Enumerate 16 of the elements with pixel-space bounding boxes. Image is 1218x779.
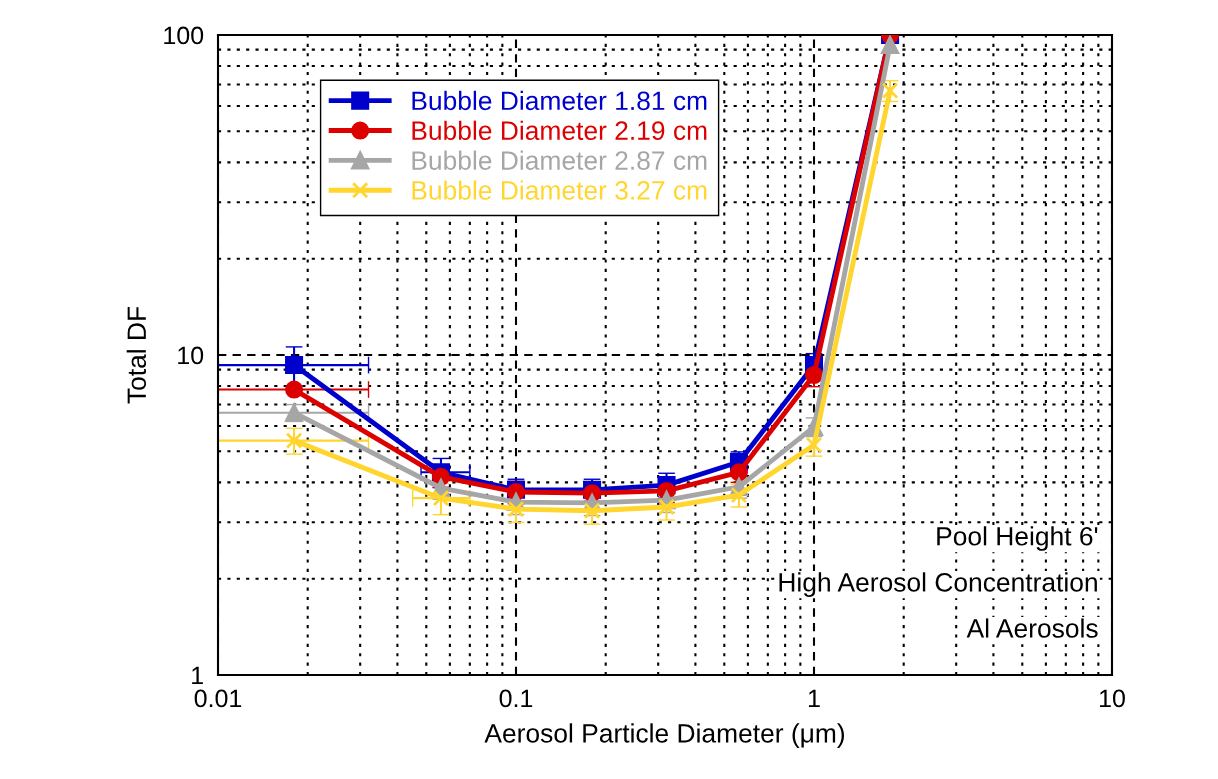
x-tick-label: 10	[1100, 689, 1125, 708]
y-tick-label: 100	[164, 26, 204, 45]
annotation: Pool Height 6'	[937, 526, 1098, 551]
x-tick-label: 0.01	[194, 689, 242, 708]
y-axis-title: Total DF	[126, 306, 147, 404]
y-tick-label: 10	[178, 346, 204, 365]
legend-label: Bubble Diameter 1.81 cm	[412, 90, 707, 111]
y-tick-label: 1	[192, 666, 203, 685]
x-tick-label: 0.1	[499, 689, 533, 708]
x-tick-label: 1	[808, 689, 820, 708]
annotation: Al Aerosols	[966, 618, 1098, 638]
x-axis-title: Aerosol Particle Diameter (μm)	[484, 723, 845, 748]
legend-label: Bubble Diameter 2.19 cm	[412, 120, 707, 141]
legend-label: Bubble Diameter 3.27 cm	[412, 180, 707, 200]
legend-label: Bubble Diameter 2.87 cm	[412, 150, 707, 170]
annotation: High Aerosol Concentration	[779, 572, 1097, 597]
